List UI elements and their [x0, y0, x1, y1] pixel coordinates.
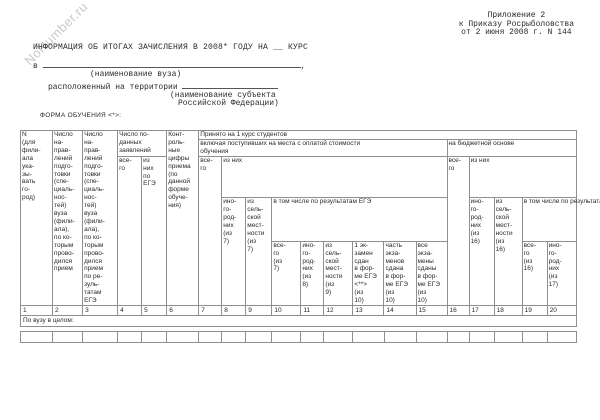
column-number-cell: 4 [117, 304, 143, 316]
territory-line: расположенный на территории [48, 81, 279, 92]
empty-data-cell [245, 331, 273, 343]
header-ege-paid-group: в том числе по результатам ЕГЭ [271, 197, 448, 242]
header-ege-budget-group: в том числе по результатам ЕГЭ [521, 197, 600, 242]
column-number-cell: 19 [521, 304, 548, 316]
subject-hint-line2: Российской Федерации) [178, 99, 279, 108]
header-col12: из сель- ской мест- ности (из 9) [323, 240, 354, 306]
empty-data-cell [52, 331, 84, 343]
column-number-cell: 18 [493, 304, 523, 316]
column-number-cell: 10 [271, 304, 302, 316]
empty-data-cell [271, 331, 302, 343]
header-col10: все- го (из 7) [271, 240, 302, 306]
header-of-them-paid: из них [221, 155, 448, 199]
header-row-5: все- го (из 7) ино- го- род- них (из 8) … [21, 240, 578, 306]
header-col13: 1 эк- замен сдан в фор- ме ЕГЭ <**> (из … [352, 240, 385, 306]
header-col18: из сель- ской мест- ности (из 16) [493, 197, 523, 306]
header-budget-group: на бюджетной основе [446, 138, 578, 157]
column-number-cell: 12 [323, 304, 354, 316]
empty-data-cell [468, 331, 495, 343]
header-row-2: включая поступивших на места с оплатой с… [21, 138, 578, 157]
column-number-cell: 9 [245, 304, 273, 316]
appendix-note-line2: к Приказу Росрыболовства [458, 19, 574, 29]
territory-line-label: расположенный на территории [48, 83, 178, 92]
column-number-cell: 6 [166, 304, 200, 316]
empty-data-row [19, 331, 578, 343]
university-line: в , [33, 60, 305, 71]
header-applications-group: Число по- данных заявлений [117, 130, 168, 157]
summary-row: По вузу в целом: [20, 314, 577, 327]
empty-data-cell [323, 331, 354, 343]
document-title: ИНФОРМАЦИЯ ОБ ИТОГАХ ЗАЧИСЛЕНИЯ В 2008* … [33, 43, 309, 52]
empty-data-cell [221, 331, 247, 343]
university-name-blank [42, 60, 301, 68]
header-col2: Число на- прав- лений подго- товки (спе-… [52, 130, 84, 306]
header-col4: все- го [117, 155, 143, 306]
territory-blank [182, 81, 279, 89]
empty-data-cell [521, 331, 548, 343]
column-number-row: 1 2 3 4 5 6 7 8 9 10 11 12 13 14 15 16 17 18 19 20 [19, 304, 578, 316]
header-col19: все- го (из 16) [521, 240, 548, 306]
empty-data-cell [415, 331, 448, 343]
header-of-them-budget: из них [468, 155, 578, 199]
empty-data-cell [352, 331, 385, 343]
empty-data-cell [166, 331, 200, 343]
column-number-cell: 2 [52, 304, 84, 316]
header-paid-group: включая поступивших на места с оплатой с… [198, 138, 448, 157]
appendix-note-line3: от 2 июня 2008 г. N 144 [461, 28, 572, 38]
empty-data-cell [446, 331, 470, 343]
university-line-comma: , [300, 62, 306, 71]
column-number-cell: 17 [468, 304, 495, 316]
university-line-prefix: в [33, 62, 38, 71]
summary-row-label: По вузу в целом: [20, 314, 577, 327]
empty-data-cell [546, 331, 578, 343]
header-enrolled-group: Принято на 1 курс студентов [198, 130, 577, 140]
header-col6: Конт- роль- ные цифры приема (по данной … [166, 130, 200, 306]
column-number-cell: 14 [383, 304, 417, 316]
header-col5: из них по ЕГЭ [141, 155, 168, 306]
column-number-cell: 20 [546, 304, 578, 316]
empty-data-cell [198, 331, 223, 343]
column-number-cell: 1 [19, 304, 54, 316]
header-col15: все экза- мены сданы в фор- ме ЕГЭ (из 1… [415, 240, 448, 306]
empty-data-cell [141, 331, 168, 343]
empty-data-cell [19, 331, 54, 343]
header-row-4: ино- го- род- них (из 7) из сель- ской м… [21, 197, 600, 306]
header-row-3: все- го из них по ЕГЭ все- го из них все… [21, 155, 578, 306]
column-number-cell: 15 [415, 304, 448, 316]
header-col8: ино- го- род- них (из 7) [221, 197, 247, 306]
column-number-cell: 11 [300, 304, 325, 316]
header-col20: ино- го- род- них (из 17) [546, 240, 578, 306]
header-row-1: N (для фили- ала ука- зы- вать го- род) … [19, 130, 577, 306]
header-col11: ино- го- род- них (из 8) [300, 240, 325, 306]
empty-data-table [19, 331, 578, 343]
empty-data-cell [82, 331, 119, 343]
empty-data-cell [383, 331, 417, 343]
header-col17: ино- го- род- них (из 16) [468, 197, 495, 306]
column-number-cell: 8 [221, 304, 247, 316]
empty-data-cell [117, 331, 143, 343]
column-number-cell: 3 [82, 304, 119, 316]
header-col3: Число на- прав- лений подго- товки (спе-… [82, 130, 119, 306]
empty-data-cell [300, 331, 325, 343]
appendix-note-line1: Приложение 2 [487, 11, 546, 20]
education-form-label: ФОРМА ОБУЧЕНИЯ <*>: [40, 112, 122, 119]
empty-data-cell [493, 331, 523, 343]
header-col16: все- го [446, 155, 470, 306]
university-hint: (наименование вуза) [90, 70, 182, 79]
enrollment-table: N (для фили- ала ука- зы- вать го- род) … [19, 130, 600, 327]
header-col7: все- го [198, 155, 223, 306]
header-col9: из сель- ской мест- ности (из 7) [245, 197, 273, 306]
column-number-cell: 13 [352, 304, 385, 316]
header-col14: часть экза- менов сдана в фор- ме ЕГЭ (и… [383, 240, 417, 306]
appendix-note: Приложение 2 к Приказу Росрыболовства от… [458, 11, 574, 38]
header-col1: N (для фили- ала ука- зы- вать го- род) [19, 130, 54, 306]
column-number-cell: 5 [141, 304, 168, 316]
column-number-cell: 7 [198, 304, 223, 316]
subject-hint-line1: (наименование субъекта [170, 91, 276, 100]
column-number-cell: 16 [446, 304, 470, 316]
